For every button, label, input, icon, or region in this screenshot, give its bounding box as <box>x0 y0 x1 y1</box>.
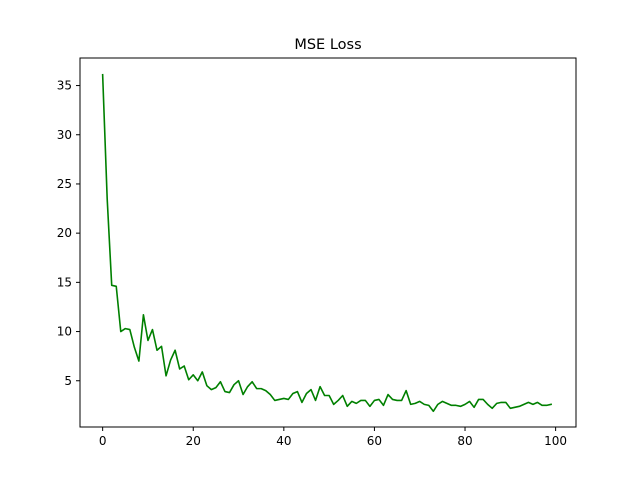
y-tick-label: 15 <box>57 275 72 289</box>
x-tick-label: 60 <box>367 434 382 448</box>
x-tick-label: 0 <box>99 434 107 448</box>
x-tick-label: 100 <box>544 434 567 448</box>
x-tick-label: 20 <box>186 434 201 448</box>
series-layer <box>101 73 553 413</box>
x-tick-label: 40 <box>276 434 291 448</box>
x-tick-label: 80 <box>457 434 472 448</box>
chart-title: MSE Loss <box>294 37 361 53</box>
y-tick-label: 5 <box>64 374 72 388</box>
x-axis-ticks: 0 20 40 60 80 100 <box>99 427 567 448</box>
mse-loss-line <box>101 73 553 413</box>
plot-area <box>80 58 576 427</box>
plot-frame <box>79 57 577 428</box>
y-tick-label: 25 <box>57 177 72 191</box>
y-tick-label: 10 <box>57 325 72 339</box>
y-tick-label: 35 <box>57 79 72 93</box>
y-axis-ticks: 5 10 15 20 25 30 35 <box>57 79 80 388</box>
y-tick-label: 30 <box>57 128 72 142</box>
y-tick-label: 20 <box>57 226 72 240</box>
